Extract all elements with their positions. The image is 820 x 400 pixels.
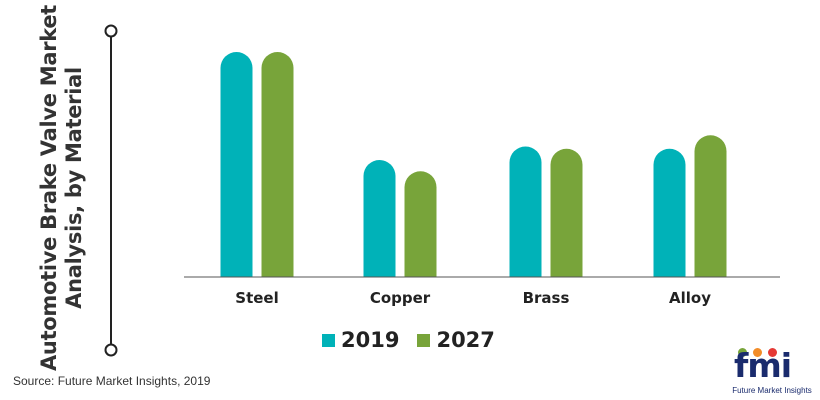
logo-dot-red [768, 348, 777, 357]
logo-tagline: Future Market Insights [732, 386, 812, 395]
bracket-bottom-circle [104, 343, 118, 357]
x-tick-label-copper: Copper [370, 289, 431, 307]
logo-dot-green [738, 348, 747, 357]
bar-steel-2019 [220, 52, 253, 277]
legend: 2019 2027 [322, 328, 513, 352]
x-tick-label-brass: Brass [523, 289, 570, 307]
chart-title-line-2: Analysis, by Material [62, 67, 86, 309]
legend-item-2027: 2027 [417, 328, 495, 352]
bar-brass-2027 [550, 148, 583, 277]
source-note: Source: Future Market Insights, 2019 [13, 374, 211, 388]
fmi-logo: fmi Future Market Insights [730, 346, 814, 398]
bar-brass-2019 [509, 146, 542, 277]
x-tick-label-steel: Steel [235, 289, 278, 307]
chart-title: Automotive Brake Valve Market Analysis, … [37, 5, 87, 371]
logo-dots [738, 348, 777, 357]
legend-item-2019: 2019 [322, 328, 399, 352]
bar-alloy-2027 [694, 135, 727, 277]
title-bracket [104, 24, 118, 357]
bar-copper-2019 [363, 160, 396, 277]
chart-title-line-1: Automotive Brake Valve Market [37, 4, 61, 372]
legend-label-2027: 2027 [436, 328, 495, 352]
x-tick-labels: Steel Copper Brass Alloy [235, 289, 711, 307]
bar-steel-2027 [261, 52, 294, 277]
bar-alloy-2019 [653, 148, 686, 277]
legend-label-2019: 2019 [341, 328, 400, 352]
bracket-top-circle [104, 24, 118, 38]
legend-swatch-2019 [322, 333, 335, 347]
logo-dot-orange [753, 348, 762, 357]
legend-swatch-2027 [417, 333, 431, 347]
logo-text: fmi [734, 346, 792, 385]
bars-group [220, 52, 727, 277]
x-tick-label-alloy: Alloy [669, 289, 711, 307]
bar-copper-2027 [404, 171, 437, 277]
